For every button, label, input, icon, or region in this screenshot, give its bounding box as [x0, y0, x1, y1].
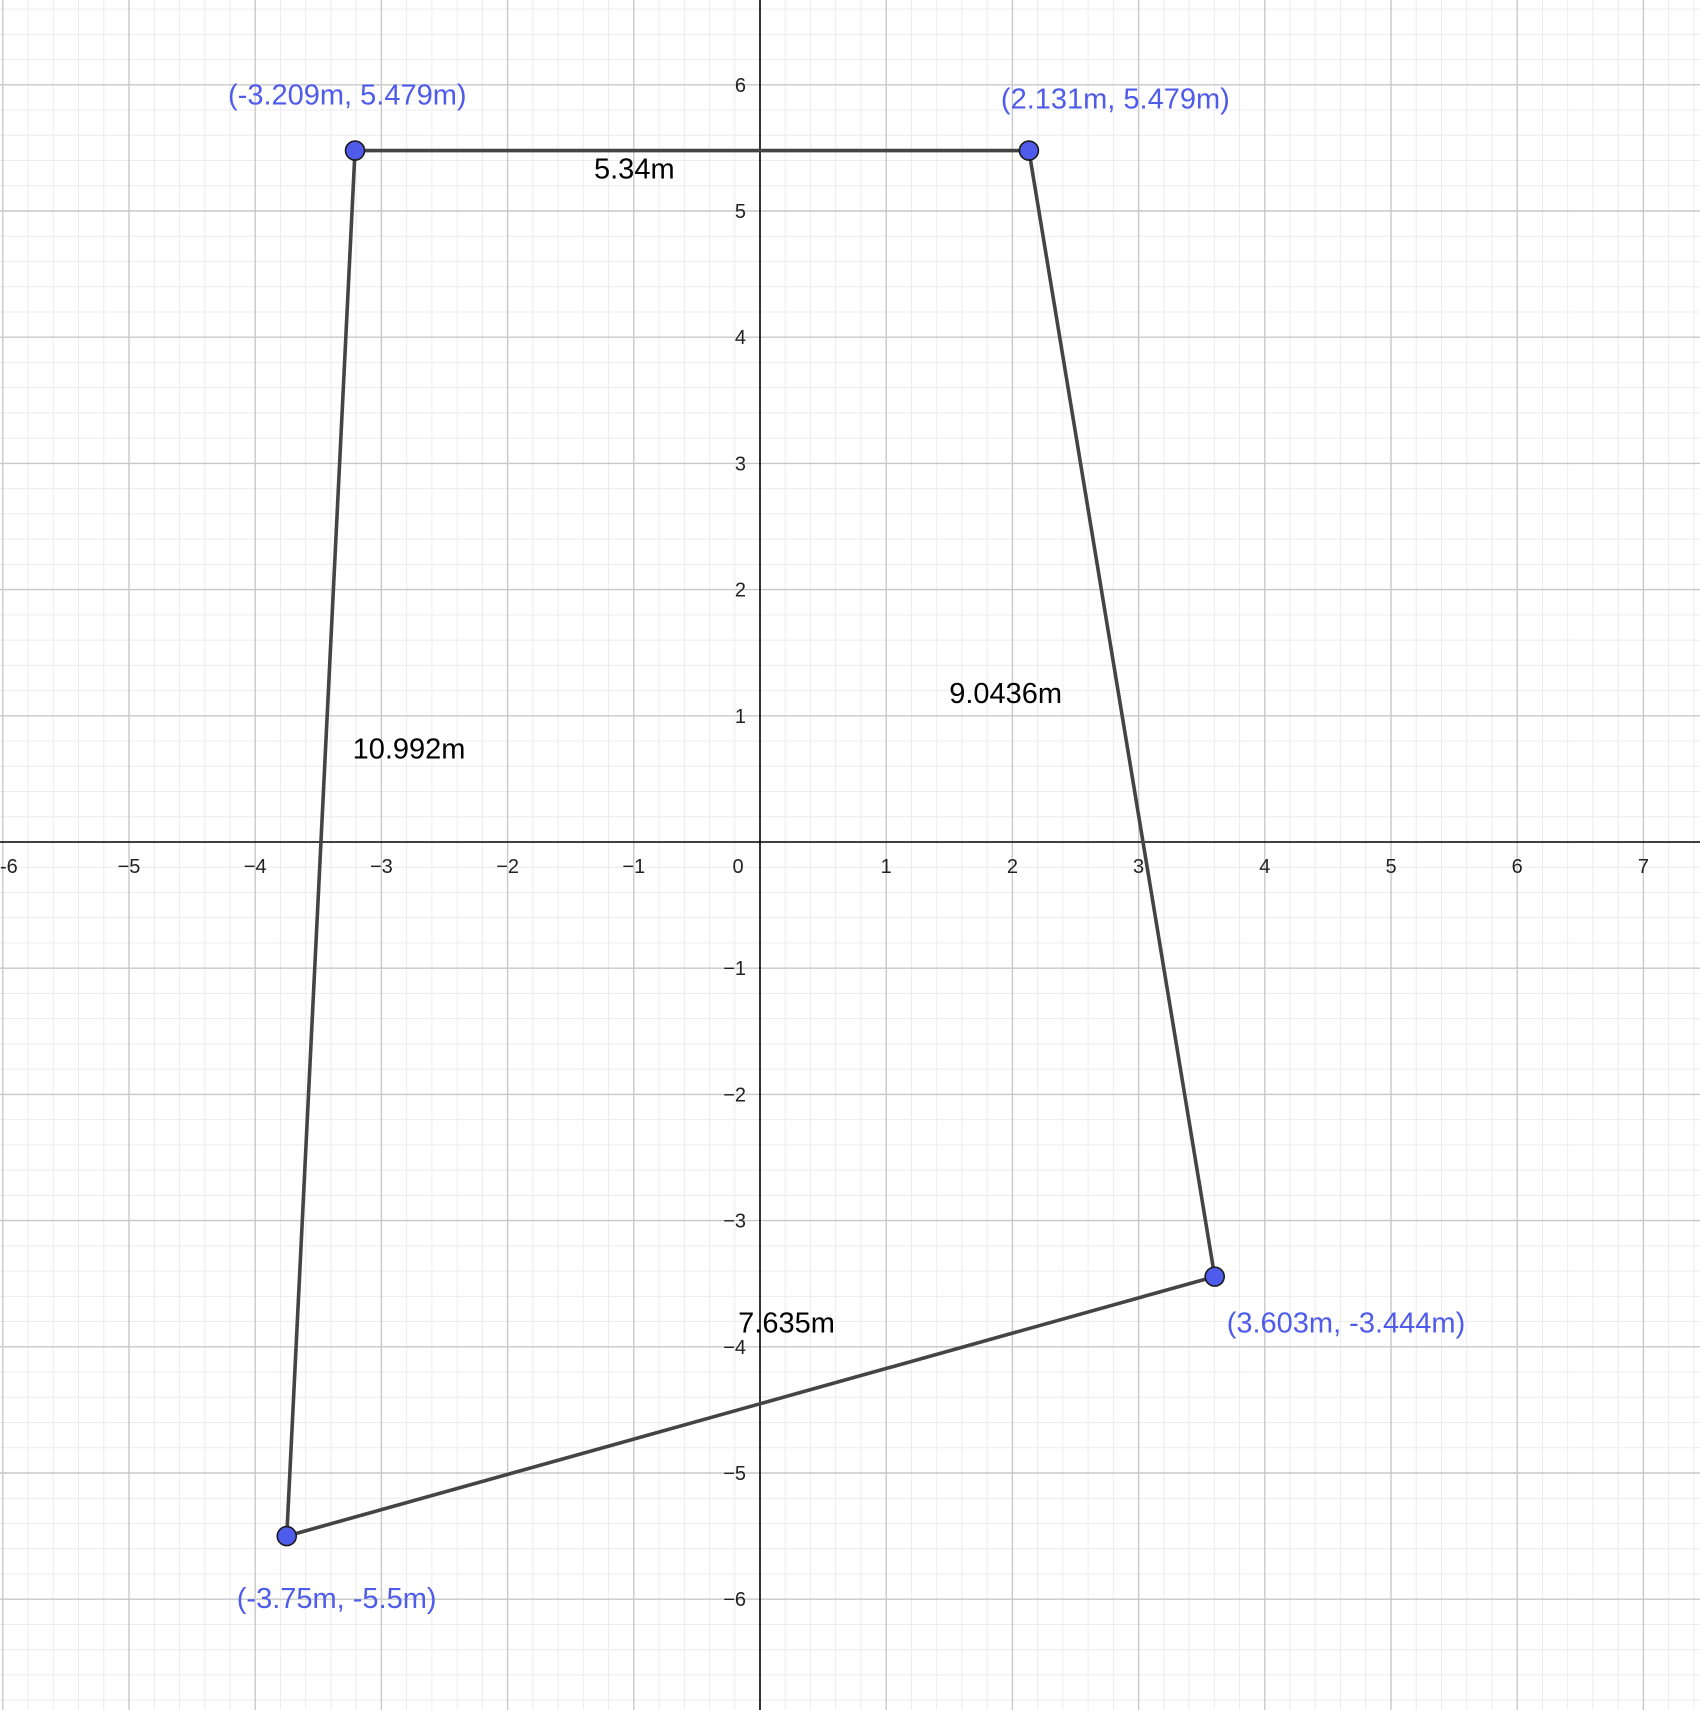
x-tick-label: -6: [0, 856, 18, 878]
vertex-coordinate-label: (2.131m, 5.479m): [1001, 84, 1230, 116]
x-tick-label: −5: [118, 856, 141, 878]
polygon-segment[interactable]: [1027, 148, 1217, 1279]
x-axis-tick-labels: -6 −5 −4 −3 −2 −1 1 2 3 4 5 6 7 0: [0, 856, 1649, 878]
polygon-segment[interactable]: [284, 148, 357, 1538]
y-tick-label: −4: [723, 1337, 746, 1359]
y-axis-tick-labels: 6 5 4 3 2 1 −1 −2 −3 −4 −5 −6: [723, 75, 746, 1611]
segment-length-labels: 5.34m 9.0436m 7.635m 10.992m: [353, 154, 1062, 1340]
x-tick-label: 3: [1133, 856, 1144, 878]
vertex-point[interactable]: [276, 1525, 298, 1547]
y-tick-label: −2: [723, 1084, 746, 1106]
polygon-segments: [284, 148, 1217, 1538]
x-tick-label: 6: [1512, 856, 1523, 878]
x-tick-label: −2: [496, 856, 519, 878]
x-tick-label: 5: [1385, 856, 1396, 878]
segment-length-label: 9.0436m: [949, 678, 1062, 710]
segment-length-label: 10.992m: [353, 734, 466, 766]
y-tick-label: 1: [735, 706, 746, 728]
segment-length-label: 5.34m: [594, 154, 675, 186]
x-tick-label: −1: [622, 856, 645, 878]
x-tick-label: 1: [881, 856, 892, 878]
segment-length-label: 7.635m: [738, 1307, 835, 1339]
origin-label: 0: [732, 856, 743, 878]
vertex-coordinate-labels: (-3.209m, 5.479m) (2.131m, 5.479m) (3.603m…: [228, 80, 1465, 1616]
y-tick-label: 3: [735, 453, 746, 475]
x-tick-label: 4: [1259, 856, 1270, 878]
y-tick-label: 4: [735, 327, 746, 349]
vertex-coordinate-label: (-3.75m, -5.5m): [237, 1583, 437, 1615]
x-tick-label: −3: [370, 856, 393, 878]
y-tick-label: −3: [723, 1211, 746, 1233]
y-tick-label: −6: [723, 1589, 746, 1611]
x-tick-label: −4: [244, 856, 267, 878]
vertex-coordinate-label: (3.603m, -3.444m): [1227, 1308, 1466, 1340]
y-tick-label: 5: [735, 201, 746, 223]
y-tick-label: 2: [735, 580, 746, 602]
vertex-coordinate-label: (-3.209m, 5.479m): [228, 80, 467, 112]
polygon-segment[interactable]: [284, 1274, 1217, 1538]
y-tick-label: −1: [723, 958, 746, 980]
y-tick-label: 6: [735, 75, 746, 97]
vertex-point[interactable]: [1204, 1266, 1225, 1287]
y-tick-label: −5: [723, 1463, 746, 1485]
vertex-point[interactable]: [344, 140, 366, 161]
polygon-vertices: [276, 140, 1225, 1547]
x-tick-label: 2: [1007, 856, 1018, 878]
x-tick-label: 7: [1638, 856, 1649, 878]
vertex-point[interactable]: [1018, 140, 1040, 161]
